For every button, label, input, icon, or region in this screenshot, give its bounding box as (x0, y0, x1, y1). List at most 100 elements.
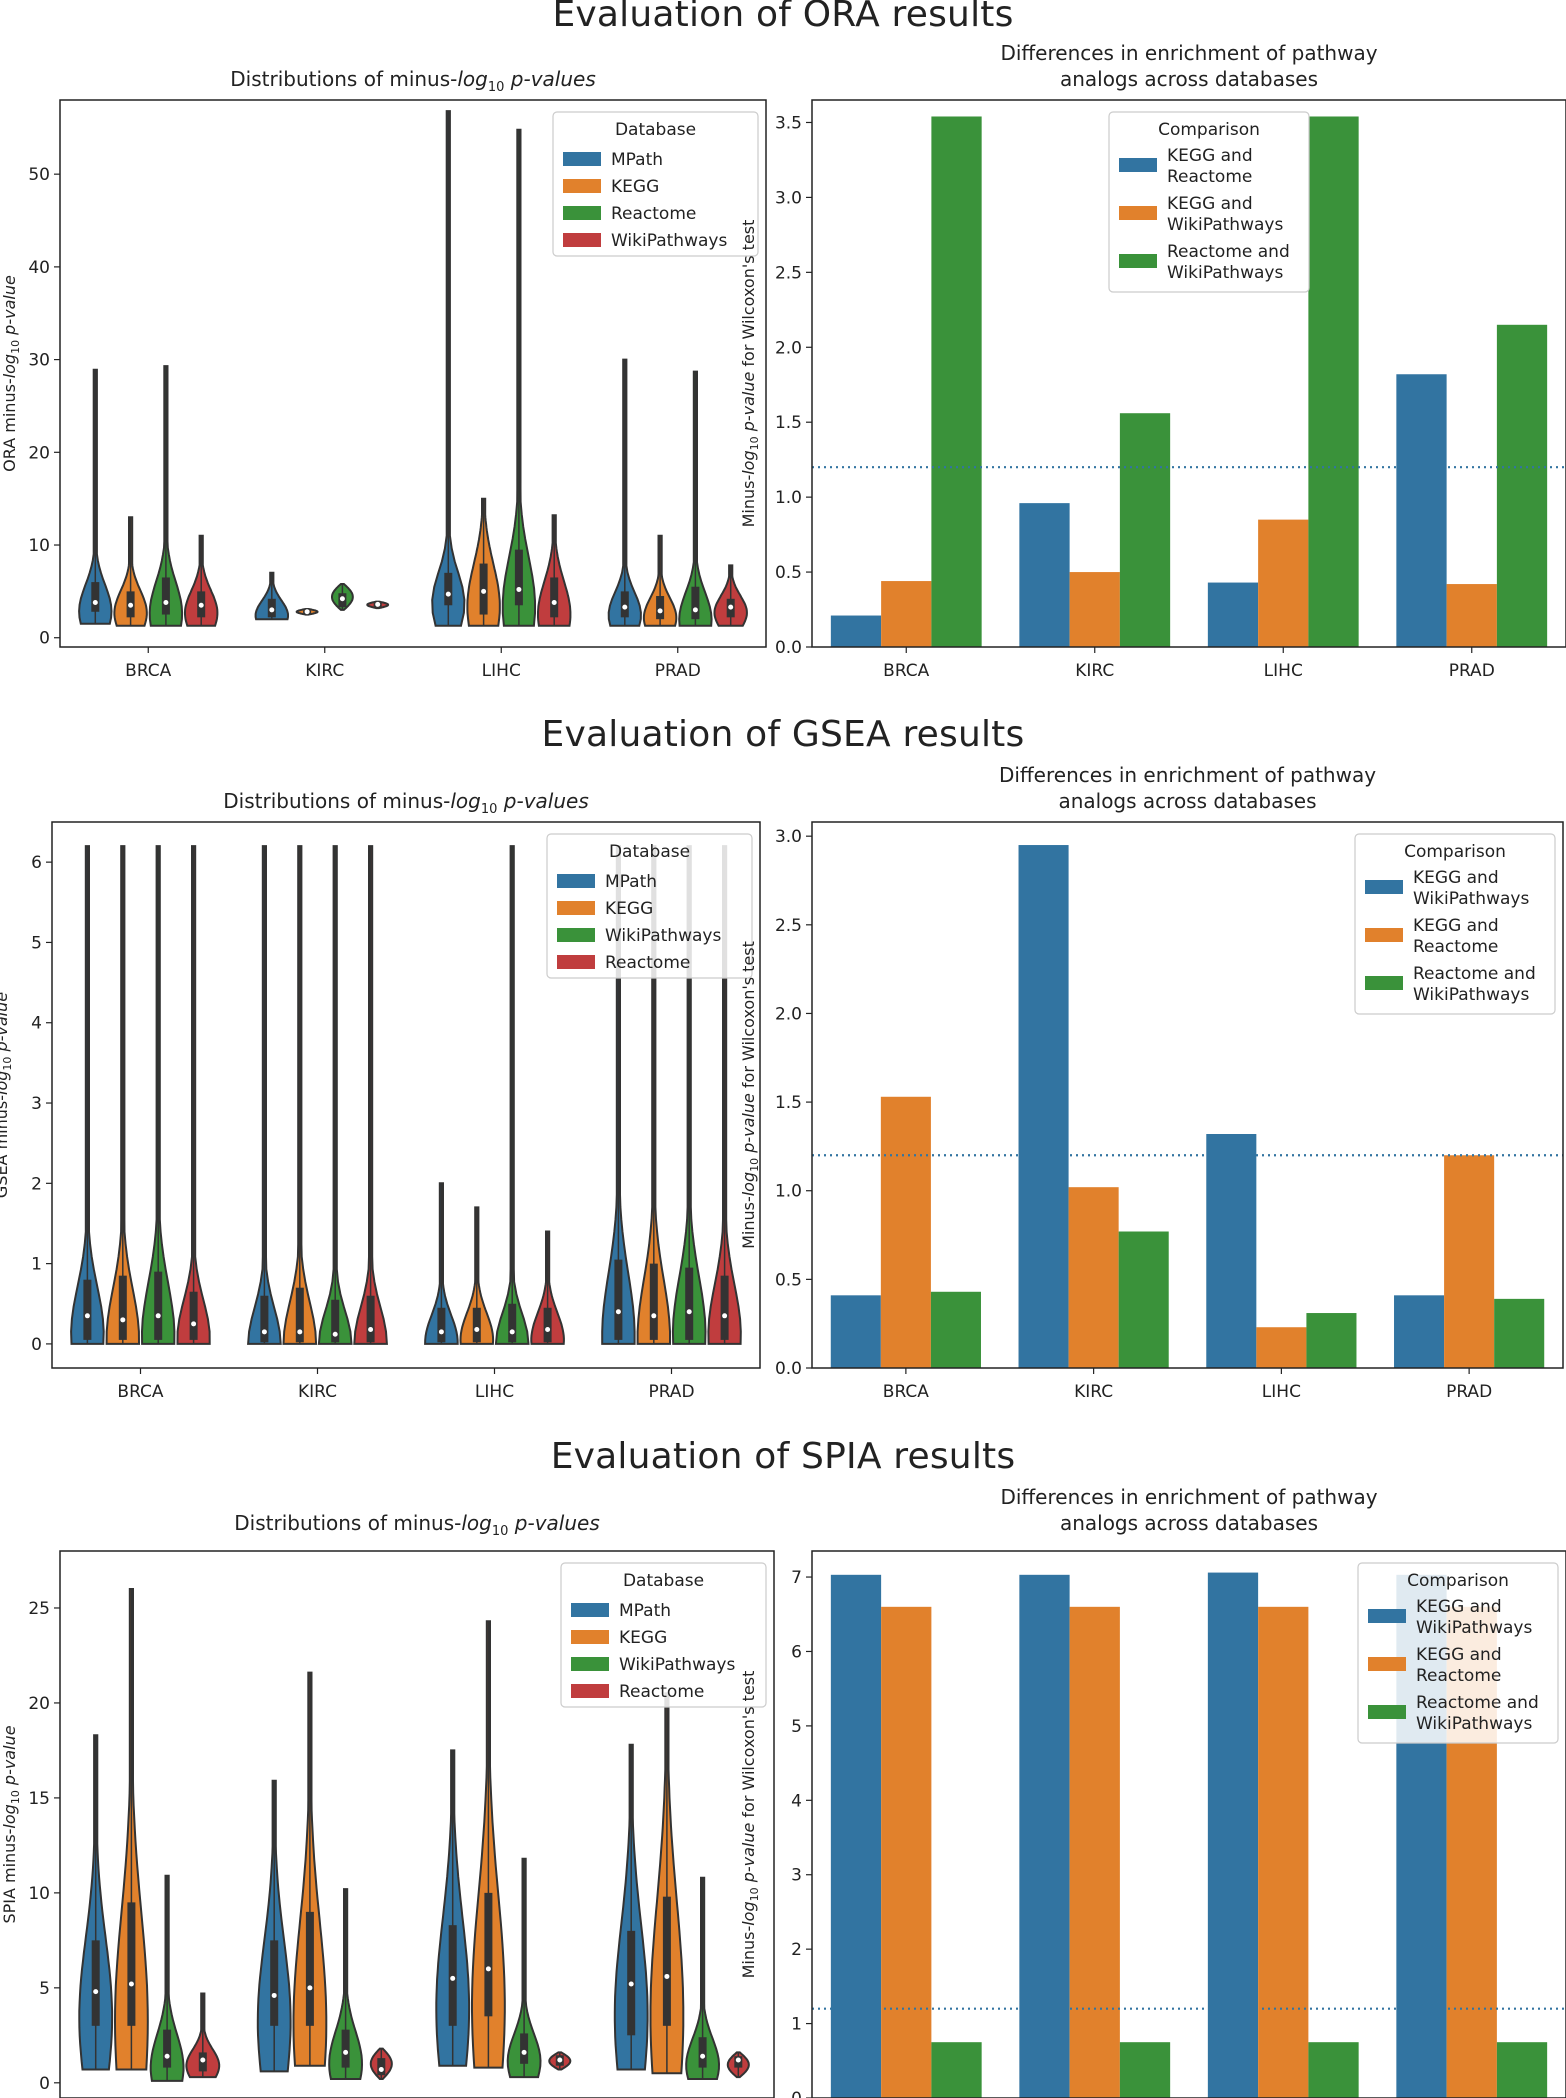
spia-bar: Differences in enrichment of pathwayanal… (739, 1485, 1566, 2098)
legend-label-2-line-1: KEGG and (1167, 194, 1253, 214)
violin-median-dot (93, 1989, 99, 1995)
violin-median-dot (375, 601, 381, 607)
y-tick-label: 1.5 (775, 413, 802, 433)
y-tick-label: 2.0 (775, 338, 802, 358)
legend-label-1-line-2: WikiPathways (1413, 889, 1529, 909)
y-tick-label: 15 (28, 1789, 50, 1809)
bar-prad-series-2 (1444, 1155, 1495, 1368)
legend-swatch-1 (557, 874, 595, 888)
violin-median-dot (474, 1326, 480, 1332)
legend-swatch-1 (1368, 1609, 1406, 1623)
legend-swatch-3 (563, 206, 601, 220)
violin-median-dot (128, 1981, 134, 1987)
legend-box (552, 111, 759, 257)
bar-brca-series-2 (880, 1096, 931, 1368)
ora-bar: Differences in enrichment of pathwayanal… (739, 41, 1566, 681)
bar-group3-series-3 (1308, 2042, 1359, 2098)
axes-frame (51, 821, 761, 1369)
bar-group3-series-2 (1258, 1606, 1309, 2098)
legend-label-kegg: KEGG (605, 899, 653, 919)
violin-iqr-box (656, 596, 665, 620)
y-tick-label: 3 (791, 1866, 802, 1886)
legend-title: Comparison (1158, 120, 1260, 140)
axes-frame (59, 1550, 775, 2098)
legend-swatch-3 (557, 928, 595, 942)
violin-median-dot (164, 2053, 170, 2059)
legend-swatch-2 (1368, 1657, 1406, 1671)
violin-median-dot (657, 608, 663, 614)
violin-median-dot (686, 1309, 692, 1315)
violin-median-dot (521, 2049, 527, 2055)
violin-median-dot (92, 599, 98, 605)
legend-box (1357, 1562, 1559, 1744)
bar-lihc-series-1 (1206, 1134, 1257, 1368)
violin-iqr-box (154, 1271, 163, 1340)
violin-iqr-box (331, 1299, 340, 1343)
legend-label-mpath: MPath (619, 1601, 671, 1621)
legend-label-1-line-2: Reactome (1167, 167, 1252, 187)
legend-label-mpath: MPath (611, 150, 663, 170)
legend-swatch-3 (1368, 1705, 1406, 1719)
chart-title-line-2: analogs across databases (1060, 67, 1318, 91)
y-tick-label: 6 (791, 1642, 802, 1662)
legend-label-wikipathways: WikiPathways (619, 1655, 735, 1675)
legend: Database MPath KEGG WikiPathways Reactome (546, 833, 753, 979)
y-tick-label: 20 (28, 443, 50, 463)
y-tick-label: 4 (791, 1791, 802, 1811)
y-tick-label: 40 (28, 258, 50, 278)
violin-median-dot (664, 1973, 670, 1979)
y-axis-label: Minus-log10 p-value for Wilcoxon's test (739, 941, 761, 1249)
bar-group1-series-1 (830, 1574, 882, 2098)
violin-median-dot (269, 607, 275, 613)
y-tick-label: 1.0 (775, 488, 802, 508)
y-axis-label: ORA minus-log10 p-value (0, 275, 22, 472)
violin-iqr-box (685, 1267, 694, 1340)
y-axis-label: SPIA minus-log10 p-value (0, 1725, 22, 1923)
legend-swatch-3 (1365, 976, 1403, 990)
violin-median-dot (692, 607, 698, 613)
violin-median-dot (722, 1313, 728, 1319)
violin-iqr-box (270, 1940, 279, 2026)
legend-label-3-line-1: Reactome and (1416, 1693, 1539, 1713)
x-tick-label-brca: BRCA (125, 661, 171, 681)
bar-lihc-series-1 (1207, 582, 1259, 647)
legend-label-1-line-1: KEGG and (1413, 868, 1499, 888)
violin-iqr-box (163, 2029, 172, 2068)
violin-median-dot (304, 609, 310, 615)
violin-median-dot (485, 1966, 491, 1972)
bar-prad-series-2 (1446, 584, 1497, 647)
violin-iqr-box (620, 591, 629, 618)
violin-iqr-box (698, 2037, 707, 2068)
y-tick-label: 3 (31, 1094, 42, 1114)
legend-label-kegg: KEGG (619, 1628, 667, 1648)
x-tick-label-kirc: KIRC (1074, 1382, 1113, 1402)
violin-median-dot (332, 1331, 338, 1337)
violin-median-dot (651, 1313, 657, 1319)
legend-box (1108, 111, 1310, 293)
legend-swatch-2 (1365, 928, 1403, 942)
y-tick-label: 3.5 (775, 113, 802, 133)
y-tick-label: 4 (31, 1014, 42, 1034)
section-title-spia: Evaluation of SPIA results (550, 1436, 1016, 1477)
violin-iqr-box (260, 1295, 269, 1343)
violin-iqr-box (305, 1911, 314, 2026)
violin-median-dot (509, 1329, 515, 1335)
violin-median-dot (557, 2057, 563, 2063)
violin-median-dot (545, 1326, 551, 1332)
ora-violin: Distributions of minus-log10 p-values ORA… (0, 67, 767, 681)
y-tick-label: 7 (791, 1568, 802, 1588)
violin-iqr-box (550, 577, 559, 618)
y-tick-label: 1 (31, 1255, 42, 1275)
violin-iqr-box (720, 1275, 729, 1340)
legend-label-1-line-1: KEGG and (1167, 146, 1253, 166)
violin-iqr-box (649, 1263, 658, 1340)
violin-iqr-box (691, 586, 700, 620)
violin-median-dot (700, 2053, 706, 2059)
violin-median-dot (198, 602, 204, 608)
legend-title: Comparison (1407, 1571, 1509, 1591)
y-tick-label: 0.5 (775, 1270, 802, 1290)
y-tick-label: 3.0 (775, 188, 802, 208)
legend-title: Database (623, 1571, 704, 1591)
violin-median-dot (155, 1313, 161, 1319)
x-tick-label-lihc: LIHC (1264, 661, 1303, 681)
